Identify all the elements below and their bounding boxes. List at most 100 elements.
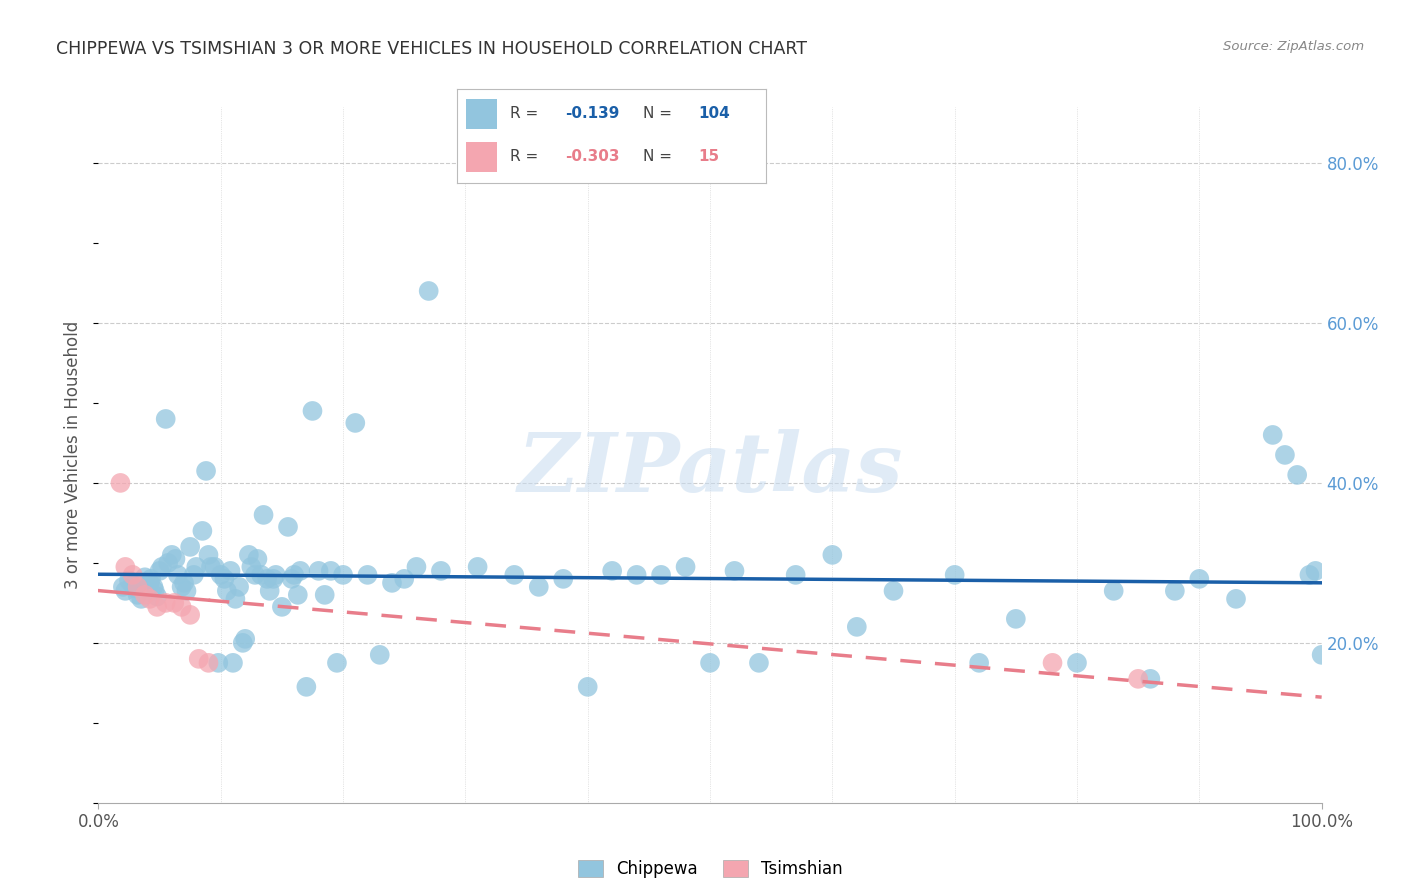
Point: [114, 560, 136, 574]
Bar: [467, 142, 498, 171]
Point: [165, 552, 187, 566]
Point: [308, 564, 330, 578]
Point: [215, 583, 238, 598]
Text: CHIPPEWA VS TSIMSHIAN 3 OR MORE VEHICLES IN HOUSEHOLD CORRELATION CHART: CHIPPEWA VS TSIMSHIAN 3 OR MORE VEHICLES…: [56, 40, 807, 58]
Point: [124, 582, 146, 596]
Point: [290, 564, 312, 578]
Point: [246, 552, 269, 566]
Point: [250, 567, 273, 582]
Point: [1128, 672, 1150, 686]
Point: [326, 656, 349, 670]
Point: [155, 596, 177, 610]
Point: [467, 560, 489, 574]
Text: N =: N =: [643, 149, 676, 164]
Point: [149, 564, 172, 578]
Point: [118, 574, 141, 588]
Point: [214, 572, 236, 586]
Text: 104: 104: [699, 106, 730, 121]
Point: [368, 648, 391, 662]
Point: [1139, 672, 1161, 686]
Point: [224, 591, 246, 606]
Text: 15: 15: [699, 149, 720, 164]
Point: [238, 548, 260, 562]
Point: [139, 591, 162, 606]
Text: Source: ZipAtlas.com: Source: ZipAtlas.com: [1223, 40, 1364, 54]
Point: [142, 580, 165, 594]
Point: [277, 520, 299, 534]
Point: [204, 560, 226, 574]
Point: [160, 548, 183, 562]
Text: N =: N =: [643, 106, 676, 121]
Point: [228, 580, 250, 594]
Point: [699, 656, 721, 670]
Point: [392, 572, 416, 586]
Point: [845, 620, 868, 634]
Point: [243, 567, 266, 582]
Point: [179, 540, 201, 554]
Point: [134, 570, 156, 584]
Point: [150, 560, 173, 574]
Point: [173, 575, 195, 590]
Y-axis label: 3 or more Vehicles in Household: 3 or more Vehicles in Household: [65, 321, 83, 589]
Point: [191, 524, 214, 538]
Point: [155, 412, 177, 426]
Point: [114, 583, 136, 598]
Point: [430, 564, 453, 578]
Point: [1310, 648, 1333, 662]
Point: [176, 583, 198, 598]
Point: [650, 567, 672, 582]
Point: [1042, 656, 1064, 670]
Point: [503, 567, 526, 582]
Point: [1286, 467, 1309, 482]
Point: [170, 580, 193, 594]
Point: [626, 567, 648, 582]
Point: [200, 560, 222, 574]
Point: [301, 404, 323, 418]
Point: [1102, 583, 1125, 598]
Point: [264, 567, 287, 582]
Point: [139, 575, 162, 590]
Point: [1225, 591, 1247, 606]
Point: [167, 567, 190, 582]
Point: [240, 560, 263, 574]
Point: [344, 416, 367, 430]
Point: [270, 599, 294, 614]
Point: [157, 556, 180, 570]
Point: [222, 656, 245, 670]
Point: [1298, 567, 1320, 582]
Point: [553, 572, 575, 586]
Point: [943, 567, 966, 582]
Point: [232, 636, 254, 650]
Text: ZIPatlas: ZIPatlas: [517, 429, 903, 508]
Point: [121, 567, 143, 582]
Point: [675, 560, 697, 574]
Point: [187, 652, 209, 666]
Point: [183, 567, 205, 582]
Point: [170, 599, 193, 614]
Point: [314, 588, 336, 602]
Point: [527, 580, 550, 594]
Point: [209, 567, 232, 582]
Point: [127, 580, 149, 594]
Point: [1274, 448, 1296, 462]
Point: [139, 572, 162, 586]
Point: [195, 464, 218, 478]
Point: [110, 475, 132, 490]
Point: [576, 680, 599, 694]
Point: [233, 632, 256, 646]
Bar: [467, 98, 498, 128]
Point: [127, 588, 149, 602]
Point: [1004, 612, 1026, 626]
Point: [1066, 656, 1088, 670]
Point: [381, 575, 404, 590]
Point: [785, 567, 807, 582]
Point: [1305, 564, 1327, 578]
Point: [197, 656, 219, 670]
Point: [748, 656, 770, 670]
Point: [121, 578, 143, 592]
Point: [332, 567, 354, 582]
Point: [256, 572, 278, 586]
Point: [1188, 572, 1211, 586]
Text: R =: R =: [509, 149, 543, 164]
Text: -0.139: -0.139: [565, 106, 620, 121]
